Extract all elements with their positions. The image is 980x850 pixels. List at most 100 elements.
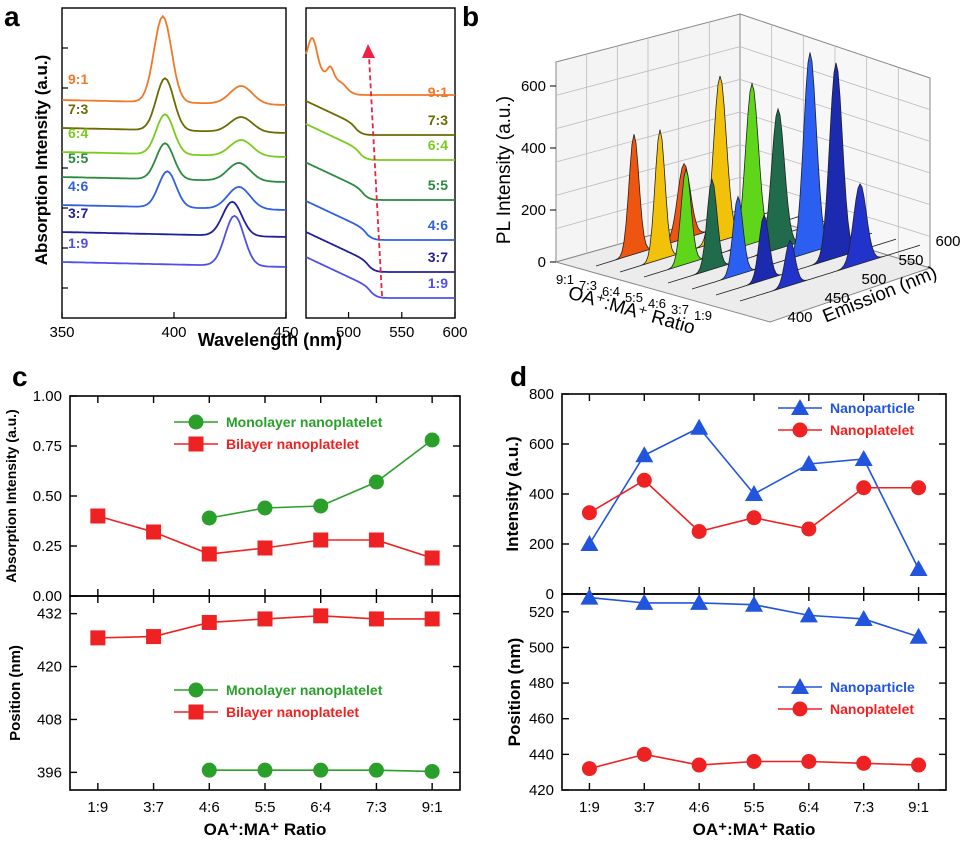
ratio-label-left: 3:7 bbox=[68, 205, 88, 221]
data-point bbox=[745, 485, 763, 501]
data-point bbox=[799, 455, 818, 471]
data-point bbox=[580, 588, 599, 605]
spectrum-line bbox=[305, 100, 455, 136]
y-tick-label: 396 bbox=[37, 764, 62, 781]
y-tick-label: 420 bbox=[529, 782, 554, 799]
data-point bbox=[801, 521, 817, 537]
panel-d: d 0 200 400 600 800 Intensity (a.u.) Nanopartic… bbox=[503, 361, 947, 839]
ratio-label-left: 5:5 bbox=[68, 150, 88, 166]
z-tick-label: 400 bbox=[521, 140, 546, 157]
data-point bbox=[791, 399, 809, 415]
ratio-label-right: 4:6 bbox=[428, 217, 448, 233]
ratio-label-left: 4:6 bbox=[68, 178, 88, 194]
data-point bbox=[313, 498, 329, 514]
legend-label: Nanoplatelet bbox=[830, 422, 914, 438]
ratio-tick-label: 5:5 bbox=[625, 290, 643, 305]
ratio-tick-label: 3:7 bbox=[671, 302, 689, 317]
spectrum-line bbox=[61, 200, 287, 238]
data-point bbox=[257, 500, 273, 516]
data-point bbox=[792, 701, 808, 717]
data-point bbox=[424, 763, 440, 779]
data-point bbox=[635, 446, 654, 463]
x-tick-label: 5:5 bbox=[744, 799, 765, 816]
data-point bbox=[146, 629, 162, 645]
y-tick-label: 0.75 bbox=[33, 438, 62, 455]
y-tick-label: 400 bbox=[529, 486, 554, 503]
ratio-label-left: 1:9 bbox=[68, 235, 88, 251]
data-point bbox=[90, 508, 106, 524]
x-tick-label: 6:4 bbox=[310, 799, 331, 816]
data-point bbox=[911, 757, 927, 773]
data-point bbox=[257, 762, 273, 778]
data-point bbox=[636, 746, 652, 762]
ratio-label-left: 9:1 bbox=[68, 71, 88, 87]
data-point bbox=[201, 614, 217, 630]
data-point bbox=[188, 704, 204, 720]
data-point bbox=[792, 422, 808, 438]
y-axis-label: Absorption Intensity (a.u.) bbox=[3, 409, 19, 582]
ratio-label-right: 3:7 bbox=[428, 249, 448, 265]
data-point bbox=[424, 611, 440, 627]
ratio-tick-label: 7:3 bbox=[579, 278, 597, 293]
y-tick-label: 0.00 bbox=[33, 588, 62, 605]
spectrum-line bbox=[61, 113, 287, 158]
x-axis-label: OA⁺:MA⁺ Ratio bbox=[693, 820, 816, 839]
emission-tick-label: 600 bbox=[935, 233, 960, 250]
x-tick-label: 4:6 bbox=[689, 799, 710, 816]
data-point bbox=[188, 436, 204, 452]
spectrum-line bbox=[61, 170, 287, 211]
data-point bbox=[368, 474, 384, 490]
legend-label: Monolayer nanoplatelet bbox=[226, 414, 383, 430]
legend-label: Nanoparticle bbox=[830, 400, 915, 416]
data-point bbox=[635, 593, 654, 610]
x-axis-label: Wavelength (nm) bbox=[198, 330, 342, 350]
data-point bbox=[580, 535, 599, 551]
y-tick-label: 200 bbox=[529, 536, 554, 553]
data-point bbox=[201, 510, 217, 526]
data-point bbox=[201, 762, 217, 778]
data-point bbox=[856, 480, 872, 496]
data-point bbox=[801, 753, 817, 769]
y-axis-label: Intensity (a.u.) bbox=[503, 436, 522, 551]
data-point bbox=[636, 472, 652, 488]
spectrum-line bbox=[305, 36, 455, 96]
z-tick-label: 600 bbox=[521, 78, 546, 95]
data-point bbox=[856, 755, 872, 771]
spectrum-line bbox=[305, 200, 455, 241]
x-tick-label: 400 bbox=[161, 324, 186, 341]
y-tick-label: 0.25 bbox=[33, 538, 62, 555]
panel-letter: c bbox=[12, 361, 28, 392]
ratio-tick-label: 4:6 bbox=[648, 296, 666, 311]
y-axis-label: Position (nm) bbox=[7, 645, 24, 741]
panel-b: b 0 200 400 600 PL Intensity (a.u.) 9:1 7:3 6:4 5… bbox=[462, 1, 961, 339]
x-tick-label: 1:9 bbox=[579, 799, 600, 816]
ratio-label-left: 7:3 bbox=[68, 101, 88, 117]
data-point bbox=[854, 609, 873, 626]
y-axis-label: Position (nm) bbox=[505, 638, 524, 747]
ratio-label-right: 5:5 bbox=[428, 177, 448, 193]
plot-frame bbox=[61, 7, 287, 319]
y-tick-label: 440 bbox=[529, 746, 554, 763]
data-point bbox=[424, 432, 440, 448]
x-tick-label: 3:7 bbox=[634, 799, 655, 816]
y-tick-label: 500 bbox=[529, 639, 554, 656]
data-point bbox=[581, 761, 597, 777]
x-tick-label: 7:3 bbox=[853, 799, 874, 816]
panel-a: a 350 400 450 500 550 600 Wavelength (nm) Absorp… bbox=[4, 1, 468, 350]
ratio-tick-label: 6:4 bbox=[602, 284, 620, 299]
x-tick-label: 500 bbox=[336, 324, 361, 341]
data-point bbox=[368, 611, 384, 627]
data-point bbox=[90, 630, 106, 646]
x-axis-label: OA⁺:MA⁺ Ratio bbox=[204, 820, 327, 839]
panel-letter: a bbox=[4, 1, 20, 32]
panel-letter: b bbox=[462, 1, 479, 32]
data-point bbox=[424, 550, 440, 566]
y-tick-label: 460 bbox=[529, 711, 554, 728]
data-point bbox=[690, 593, 709, 610]
trend-arrow bbox=[368, 55, 383, 297]
legend-label: Nanoplatelet bbox=[830, 701, 914, 717]
data-point bbox=[146, 524, 162, 540]
pl-spectrum bbox=[739, 182, 921, 302]
y-tick-label: 600 bbox=[529, 436, 554, 453]
